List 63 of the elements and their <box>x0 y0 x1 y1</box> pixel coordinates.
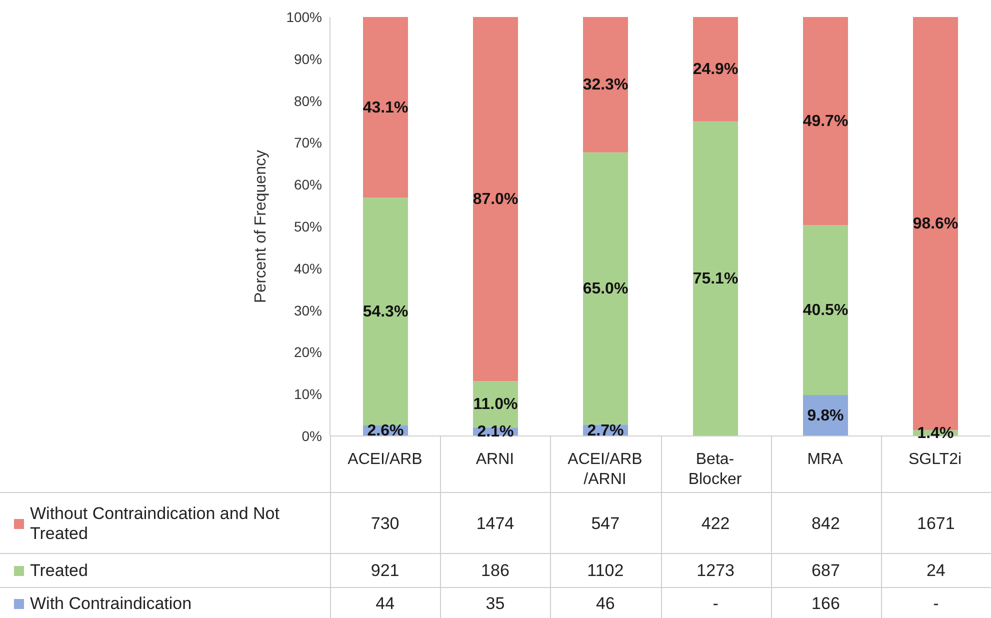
data-label: 2.1% <box>477 424 514 441</box>
legend-label: Without Contraindication and Not Treated <box>30 504 280 544</box>
text: 1474 <box>475 512 516 534</box>
data-label: 87.0% <box>472 191 518 208</box>
text: 46 <box>594 592 616 614</box>
y-axis-title: Percent of Frequency <box>252 150 270 303</box>
data-label: 32.3% <box>582 76 628 94</box>
text: 186 <box>480 560 510 582</box>
data-label: 49.7% <box>802 113 848 130</box>
text: 842 <box>810 512 841 534</box>
text: 547 <box>590 512 621 534</box>
bar <box>363 17 408 198</box>
y-tick-label: 70% <box>294 134 322 151</box>
data-label: 43.1% <box>362 99 408 116</box>
bar <box>803 17 848 226</box>
text: 166 <box>810 592 841 614</box>
data-label: 11.0% <box>473 396 518 414</box>
y-tick-label: 80% <box>294 92 322 109</box>
text: 921 <box>370 560 400 582</box>
bar <box>583 17 628 152</box>
data-label: 40.5% <box>802 302 848 320</box>
text: 1273 <box>696 560 736 582</box>
text: 44 <box>374 592 396 614</box>
bar <box>693 17 738 122</box>
y-tick-label: 10% <box>294 386 322 402</box>
y-tick-label: 90% <box>294 50 322 67</box>
y-tick-label: 50% <box>294 218 322 234</box>
bar <box>473 17 518 382</box>
y-tick-label: 30% <box>294 302 322 318</box>
text: 1671 <box>916 512 956 534</box>
y-tick-label: 40% <box>294 260 322 276</box>
x-tick-label: ACEI/ARB/ARNI <box>568 451 642 488</box>
data-label: 65.0% <box>582 280 628 298</box>
bar <box>693 121 738 436</box>
text: 730 <box>370 512 400 534</box>
y-tick-label: 0% <box>302 428 322 444</box>
text: - <box>932 592 940 614</box>
data-label: 2.7% <box>587 422 624 440</box>
legend-label: Treated <box>30 561 88 581</box>
data-label: 75.1% <box>692 270 738 288</box>
data-label: 54.3% <box>362 303 408 320</box>
x-tick-label: Beta-Blocker <box>688 451 742 488</box>
text: 24 <box>925 560 946 582</box>
data-label: 24.9% <box>692 61 738 78</box>
data-label: 2.6% <box>367 422 404 440</box>
x-tick-label: ARNI <box>476 451 514 468</box>
x-tick-label: MRA <box>807 451 844 468</box>
y-tick-label: 20% <box>294 344 322 360</box>
text: 422 <box>700 512 731 534</box>
data-label: 9.8% <box>807 407 844 424</box>
text: 687 <box>810 560 841 582</box>
bar <box>583 152 628 425</box>
y-tick-label: 100% <box>286 8 322 25</box>
text: 35 <box>484 592 506 614</box>
x-tick-label: ACEI/ARB <box>348 451 422 468</box>
legend-label: With Contraindication <box>30 594 192 614</box>
bar <box>803 225 848 395</box>
text: 1102 <box>586 560 625 582</box>
bar <box>363 198 408 426</box>
y-tick-label: 60% <box>294 176 322 193</box>
x-tick-label: SGLT2i <box>908 451 962 468</box>
text: - <box>712 592 720 614</box>
data-label: 98.6% <box>912 216 958 233</box>
